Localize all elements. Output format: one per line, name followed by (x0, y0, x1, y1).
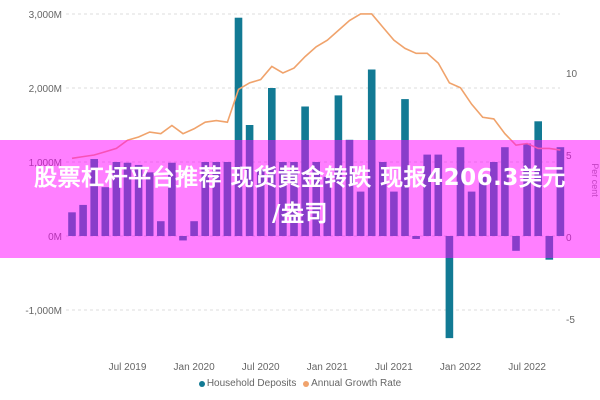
svg-text:10: 10 (566, 69, 578, 80)
svg-text:Jan 2022: Jan 2022 (440, 362, 482, 373)
legend-label: Household Deposits (206, 378, 297, 389)
legend-dot-icon (198, 380, 205, 387)
svg-text:3,000M: 3,000M (29, 10, 62, 21)
svg-text:Jan 2020: Jan 2020 (174, 362, 216, 373)
overlay-line-2: /盎司 (272, 201, 328, 227)
legend-item-household-deposits[interactable]: Household Deposits (198, 378, 297, 389)
svg-text:Jul 2021: Jul 2021 (375, 362, 413, 373)
promo-overlay-text: 股票杠杆平台推荐 现货黄金转跌 现报4206.3美元 /盎司 (0, 160, 600, 232)
svg-text:2,000M: 2,000M (29, 84, 62, 95)
overlay-line-1: 股票杠杆平台推荐 现货黄金转跌 现报4206.3美元 (34, 165, 566, 191)
annual-growth-rate-line (71, 13, 561, 160)
legend-item-annual-growth-rate[interactable]: Annual Growth Rate (303, 378, 401, 389)
svg-text:-5: -5 (566, 315, 575, 326)
x-axis-ticks: Jul 2019 Jan 2020 Jul 2020 Jan 2021 Jul 2021… (109, 362, 547, 373)
svg-text:Jul 2022: Jul 2022 (508, 362, 546, 373)
legend-dot-icon (303, 380, 310, 387)
svg-text:-1,000M: -1,000M (25, 306, 62, 317)
promo-overlay-banner (0, 140, 600, 258)
svg-text:Jul 2019: Jul 2019 (109, 362, 147, 373)
svg-text:Jul 2020: Jul 2020 (242, 362, 280, 373)
chart-legend: Household Deposits Annual Growth Rate (0, 378, 600, 390)
legend-label: Annual Growth Rate (311, 378, 402, 389)
svg-text:Jan 2021: Jan 2021 (307, 362, 349, 373)
